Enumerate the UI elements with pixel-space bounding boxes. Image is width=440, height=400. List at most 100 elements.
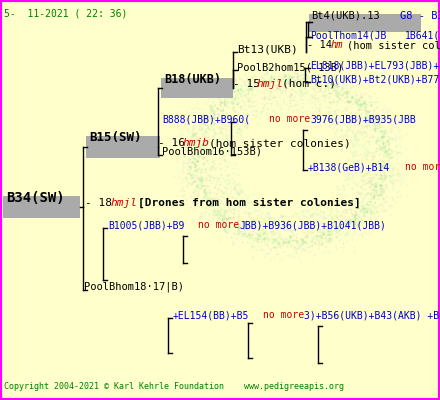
Point	[204, 157, 211, 164]
Point	[368, 150, 375, 157]
Point	[194, 166, 201, 172]
Point	[263, 60, 270, 67]
Point	[359, 132, 366, 138]
Point	[245, 90, 252, 96]
Point	[403, 153, 410, 159]
Point	[205, 135, 213, 142]
Point	[373, 125, 380, 131]
Point	[390, 153, 397, 159]
Point	[260, 96, 267, 102]
Point	[354, 201, 361, 208]
Point	[370, 187, 377, 193]
Point	[353, 116, 360, 122]
Point	[385, 136, 392, 142]
Point	[346, 76, 353, 82]
Point	[367, 178, 374, 184]
Point	[276, 62, 283, 69]
Point	[235, 110, 242, 116]
Point	[285, 77, 292, 84]
Point	[349, 130, 356, 136]
Text: PoolBhom18·17|B): PoolBhom18·17|B)	[84, 282, 184, 292]
Point	[304, 98, 312, 105]
Point	[377, 175, 384, 182]
Point	[225, 200, 232, 206]
Point	[308, 84, 315, 91]
Point	[194, 191, 202, 197]
Point	[275, 250, 282, 256]
Point	[345, 98, 352, 104]
Point	[258, 236, 265, 242]
Point	[304, 233, 311, 239]
Point	[188, 112, 195, 118]
Point	[275, 84, 282, 91]
Point	[275, 82, 282, 88]
Point	[396, 117, 403, 124]
Point	[228, 114, 235, 120]
Point	[392, 117, 399, 123]
Point	[233, 236, 240, 242]
Point	[258, 108, 265, 115]
Point	[228, 94, 235, 100]
Point	[244, 222, 251, 228]
Point	[220, 102, 227, 108]
Point	[225, 170, 232, 177]
Point	[337, 198, 344, 205]
Point	[252, 73, 259, 80]
Point	[317, 232, 324, 238]
Point	[300, 75, 307, 81]
Point	[367, 112, 374, 119]
Point	[308, 225, 315, 231]
Point	[385, 164, 392, 170]
Point	[197, 199, 204, 205]
Point	[205, 173, 212, 179]
Point	[304, 234, 311, 240]
Point	[201, 194, 208, 200]
Point	[341, 224, 348, 230]
Point	[204, 88, 211, 94]
Point	[201, 129, 208, 135]
Point	[341, 104, 348, 111]
Point	[290, 88, 297, 94]
Point	[211, 92, 218, 99]
Point	[298, 238, 305, 245]
Point	[290, 74, 297, 80]
Point	[217, 172, 224, 178]
Point	[210, 114, 217, 121]
Point	[261, 236, 268, 242]
Point	[298, 82, 305, 88]
Point	[323, 212, 330, 219]
Point	[353, 91, 360, 98]
Point	[302, 240, 309, 246]
Point	[205, 211, 213, 218]
Point	[278, 213, 285, 219]
Point	[377, 135, 384, 141]
Point	[179, 167, 186, 174]
Point	[210, 191, 217, 197]
Point	[377, 114, 384, 120]
Point	[275, 232, 282, 238]
Point	[334, 94, 341, 100]
Point	[286, 94, 293, 100]
Point	[293, 240, 300, 246]
Point	[359, 143, 366, 149]
Point	[284, 221, 291, 228]
Point	[381, 174, 389, 181]
Point	[343, 126, 350, 133]
Point	[234, 218, 241, 225]
Point	[332, 90, 339, 96]
Point	[227, 119, 235, 126]
Point	[357, 173, 364, 180]
Point	[194, 158, 201, 164]
Point	[389, 124, 396, 130]
Point	[236, 190, 243, 197]
Point	[392, 137, 400, 143]
Point	[218, 216, 225, 223]
Point	[322, 92, 329, 98]
Point	[272, 63, 279, 69]
Point	[377, 165, 384, 172]
Point	[190, 174, 197, 180]
Point	[302, 100, 309, 107]
Point	[192, 119, 199, 126]
Point	[297, 86, 304, 93]
Point	[251, 97, 258, 104]
